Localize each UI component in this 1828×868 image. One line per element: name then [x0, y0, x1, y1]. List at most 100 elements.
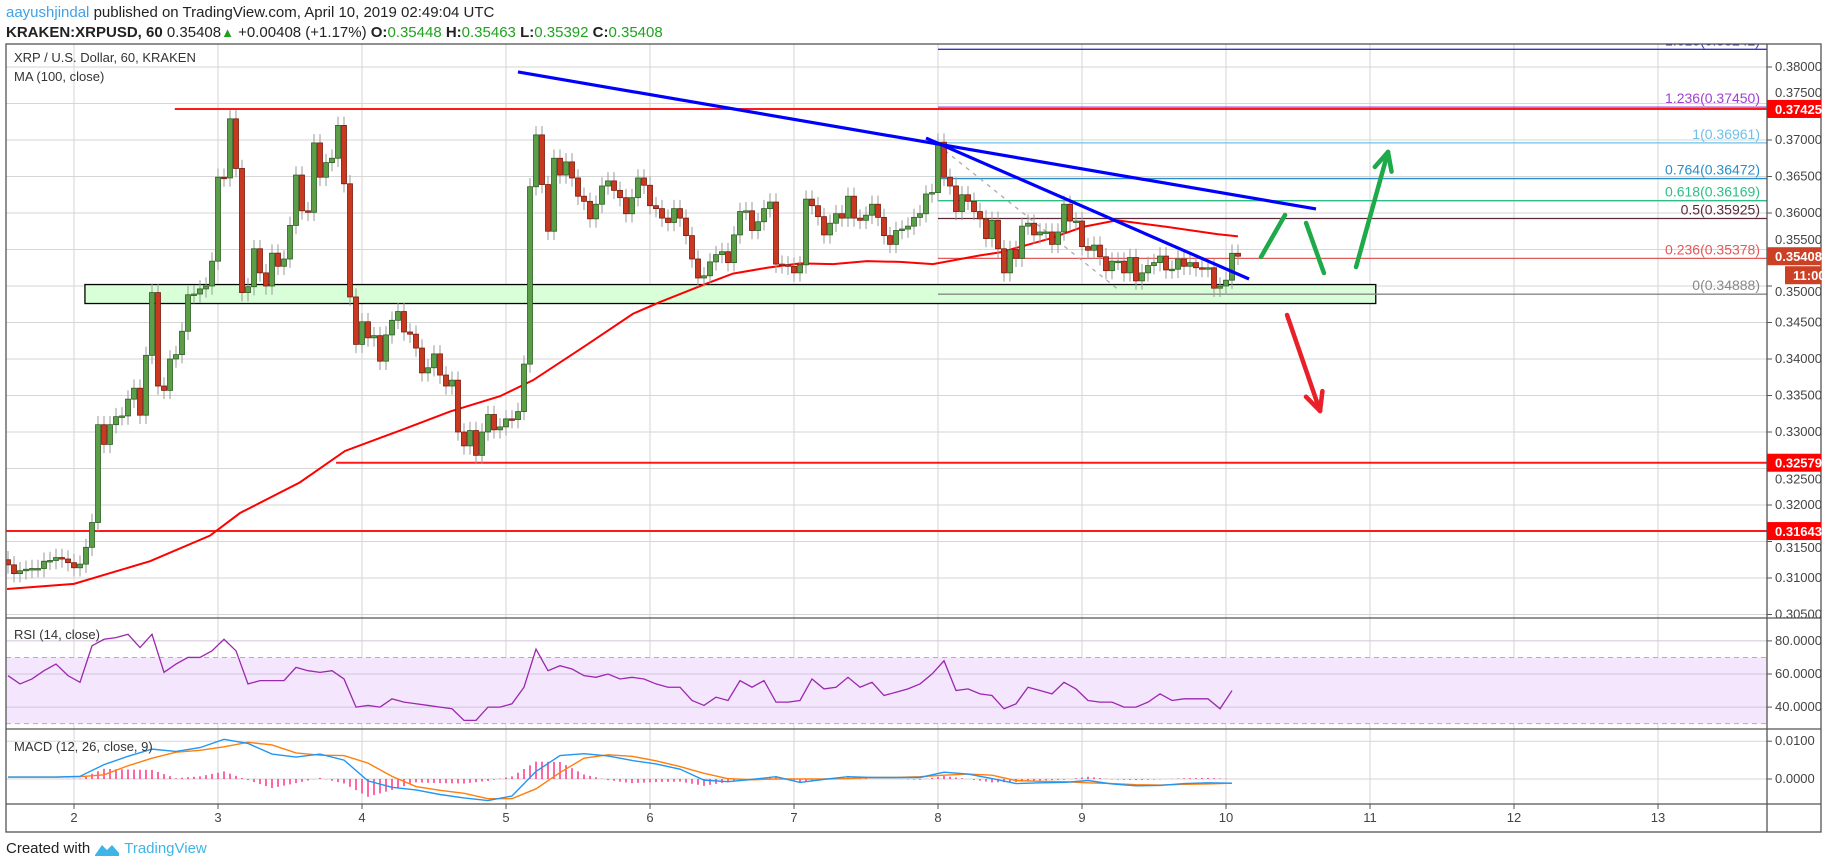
candle-down [365, 321, 371, 339]
candle-up [917, 213, 923, 218]
candle-down [137, 387, 143, 416]
candle-down [1133, 257, 1139, 282]
x-tick-label: 10 [1219, 810, 1233, 825]
candle-up [1061, 203, 1067, 233]
candle-up [185, 294, 191, 332]
candle-down [455, 379, 461, 433]
candle-down [653, 205, 659, 210]
y-tick-label: 0.36000 [1775, 205, 1822, 220]
arrow-up-icon [1353, 149, 1391, 270]
candle-down [461, 431, 467, 447]
rsi-line [7, 633, 1233, 721]
candle-up [83, 546, 89, 565]
candle-up [281, 258, 287, 267]
candle-up [527, 186, 533, 365]
candle-down [1163, 255, 1169, 271]
publish-info: aayushjindal published on TradingView.co… [6, 4, 494, 21]
candle-up [761, 208, 767, 223]
candle-up [701, 275, 707, 279]
chart-legend-title: XRP / U.S. Dollar, 60, KRAKEN [14, 50, 196, 65]
candle-up [47, 560, 53, 563]
macd-legend: MACD (12, 26, close, 9) [14, 739, 153, 754]
level-price-tag: 0.32579 [1775, 456, 1822, 471]
candle-down [1031, 222, 1037, 236]
candle-down [821, 216, 827, 236]
x-tick-label: 11 [1363, 810, 1377, 825]
published-text: published on TradingView.com, April 10, … [93, 4, 495, 21]
low-value: 0.35392 [534, 24, 589, 41]
candle-down [1079, 220, 1085, 247]
candle-down [401, 311, 407, 333]
arrow-down-icon [1284, 312, 1323, 414]
x-tick-label: 13 [1651, 810, 1665, 825]
candle-up [1007, 249, 1013, 274]
open-value: 0.35448 [387, 24, 442, 41]
candle-down [749, 210, 755, 231]
candle-down [1181, 258, 1187, 267]
candle-down [983, 218, 989, 239]
candle-down [779, 263, 785, 267]
candle-down [683, 217, 689, 237]
candle-up [893, 230, 899, 245]
candle-up [959, 194, 965, 212]
bar-countdown-tag-bg [1785, 266, 1821, 285]
candle-up [95, 424, 101, 523]
arrow-stroke [1303, 220, 1327, 276]
candle-down [305, 210, 311, 213]
x-tick-label: 9 [1078, 810, 1085, 825]
candle-down [353, 296, 359, 345]
arrow-stroke [1258, 212, 1288, 260]
x-tick-label: 12 [1507, 810, 1521, 825]
y-tick-label: 0.33500 [1775, 388, 1822, 403]
candle-up [1091, 244, 1097, 251]
arrow-head [1385, 149, 1394, 174]
candle-up [287, 225, 293, 260]
candle-down [11, 564, 17, 575]
candle-up [671, 208, 677, 223]
rsi-band [6, 657, 1767, 724]
x-tick-label: 3 [214, 810, 221, 825]
candle-up [1055, 231, 1061, 245]
main-pane: 1.618(0.38242) 1.236(0.37450) 1(0.36961) 0.… [6, 44, 1767, 590]
candle-down [617, 189, 623, 199]
candle-down [809, 198, 815, 207]
candle-down [569, 161, 575, 179]
high-value: 0.35463 [461, 24, 516, 41]
level-price-tag-bg [1767, 99, 1821, 118]
symbol: KRAKEN:XRPUSD, 60 [6, 24, 163, 41]
level-price-tag-bg [1767, 453, 1821, 472]
candle-down [947, 176, 953, 187]
candle-up [1019, 225, 1025, 259]
candle-up [119, 415, 125, 418]
macd-signal-line [8, 741, 1233, 800]
candle-up [563, 161, 569, 176]
candle-up [251, 248, 257, 288]
candle-down [611, 180, 617, 191]
candle-up [215, 176, 221, 262]
tradingview-brand-link[interactable]: TradingView [124, 840, 207, 857]
candle-up [143, 354, 149, 416]
candle-down [161, 385, 167, 391]
ma-legend: MA (100, close) [14, 69, 105, 84]
candle-up [431, 353, 437, 369]
candle-up [41, 560, 47, 569]
candle-down [659, 208, 665, 219]
candle-up [1145, 265, 1151, 274]
candle-down [239, 168, 245, 293]
candle-up [1127, 257, 1133, 274]
y-tick-label: 0.32500 [1775, 472, 1822, 487]
created-with-text: Created with [6, 840, 91, 857]
candle-up [335, 125, 341, 159]
footer: Created with TradingView [6, 840, 207, 857]
candle-up [329, 157, 335, 164]
candle-down [419, 347, 425, 374]
candle-down [65, 558, 71, 564]
author-link[interactable]: aayushjindal [6, 4, 90, 21]
candle-down [1103, 256, 1109, 272]
x-tick-label: 4 [358, 810, 365, 825]
tradingview-logo-icon [95, 844, 120, 856]
candle-down [1199, 267, 1205, 270]
fib-trend-line [937, 144, 1121, 292]
last-price: 0.35408 [166, 24, 222, 41]
